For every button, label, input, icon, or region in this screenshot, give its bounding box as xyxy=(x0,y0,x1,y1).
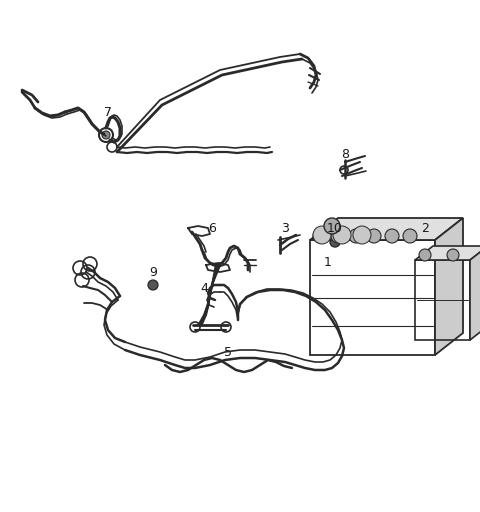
Circle shape xyxy=(419,249,431,261)
Text: 4: 4 xyxy=(200,282,208,294)
Circle shape xyxy=(331,229,345,243)
Text: 10: 10 xyxy=(327,222,343,234)
Text: 8: 8 xyxy=(341,148,349,161)
Circle shape xyxy=(353,226,371,244)
Text: 9: 9 xyxy=(149,266,157,279)
Polygon shape xyxy=(415,246,480,260)
Text: 2: 2 xyxy=(421,222,429,234)
Polygon shape xyxy=(470,246,480,340)
Circle shape xyxy=(447,249,459,261)
Circle shape xyxy=(313,229,327,243)
Circle shape xyxy=(403,229,417,243)
Polygon shape xyxy=(310,218,463,240)
Circle shape xyxy=(330,237,340,247)
Circle shape xyxy=(102,131,110,139)
Circle shape xyxy=(385,229,399,243)
Circle shape xyxy=(313,226,331,244)
Text: 6: 6 xyxy=(208,222,216,234)
Text: 1: 1 xyxy=(324,255,332,268)
Circle shape xyxy=(333,226,351,244)
Circle shape xyxy=(349,229,363,243)
Polygon shape xyxy=(435,218,463,355)
Text: 3: 3 xyxy=(281,222,289,234)
Text: 5: 5 xyxy=(224,346,232,358)
Circle shape xyxy=(324,218,340,234)
Circle shape xyxy=(367,229,381,243)
Circle shape xyxy=(148,280,158,290)
Text: 7: 7 xyxy=(104,105,112,118)
